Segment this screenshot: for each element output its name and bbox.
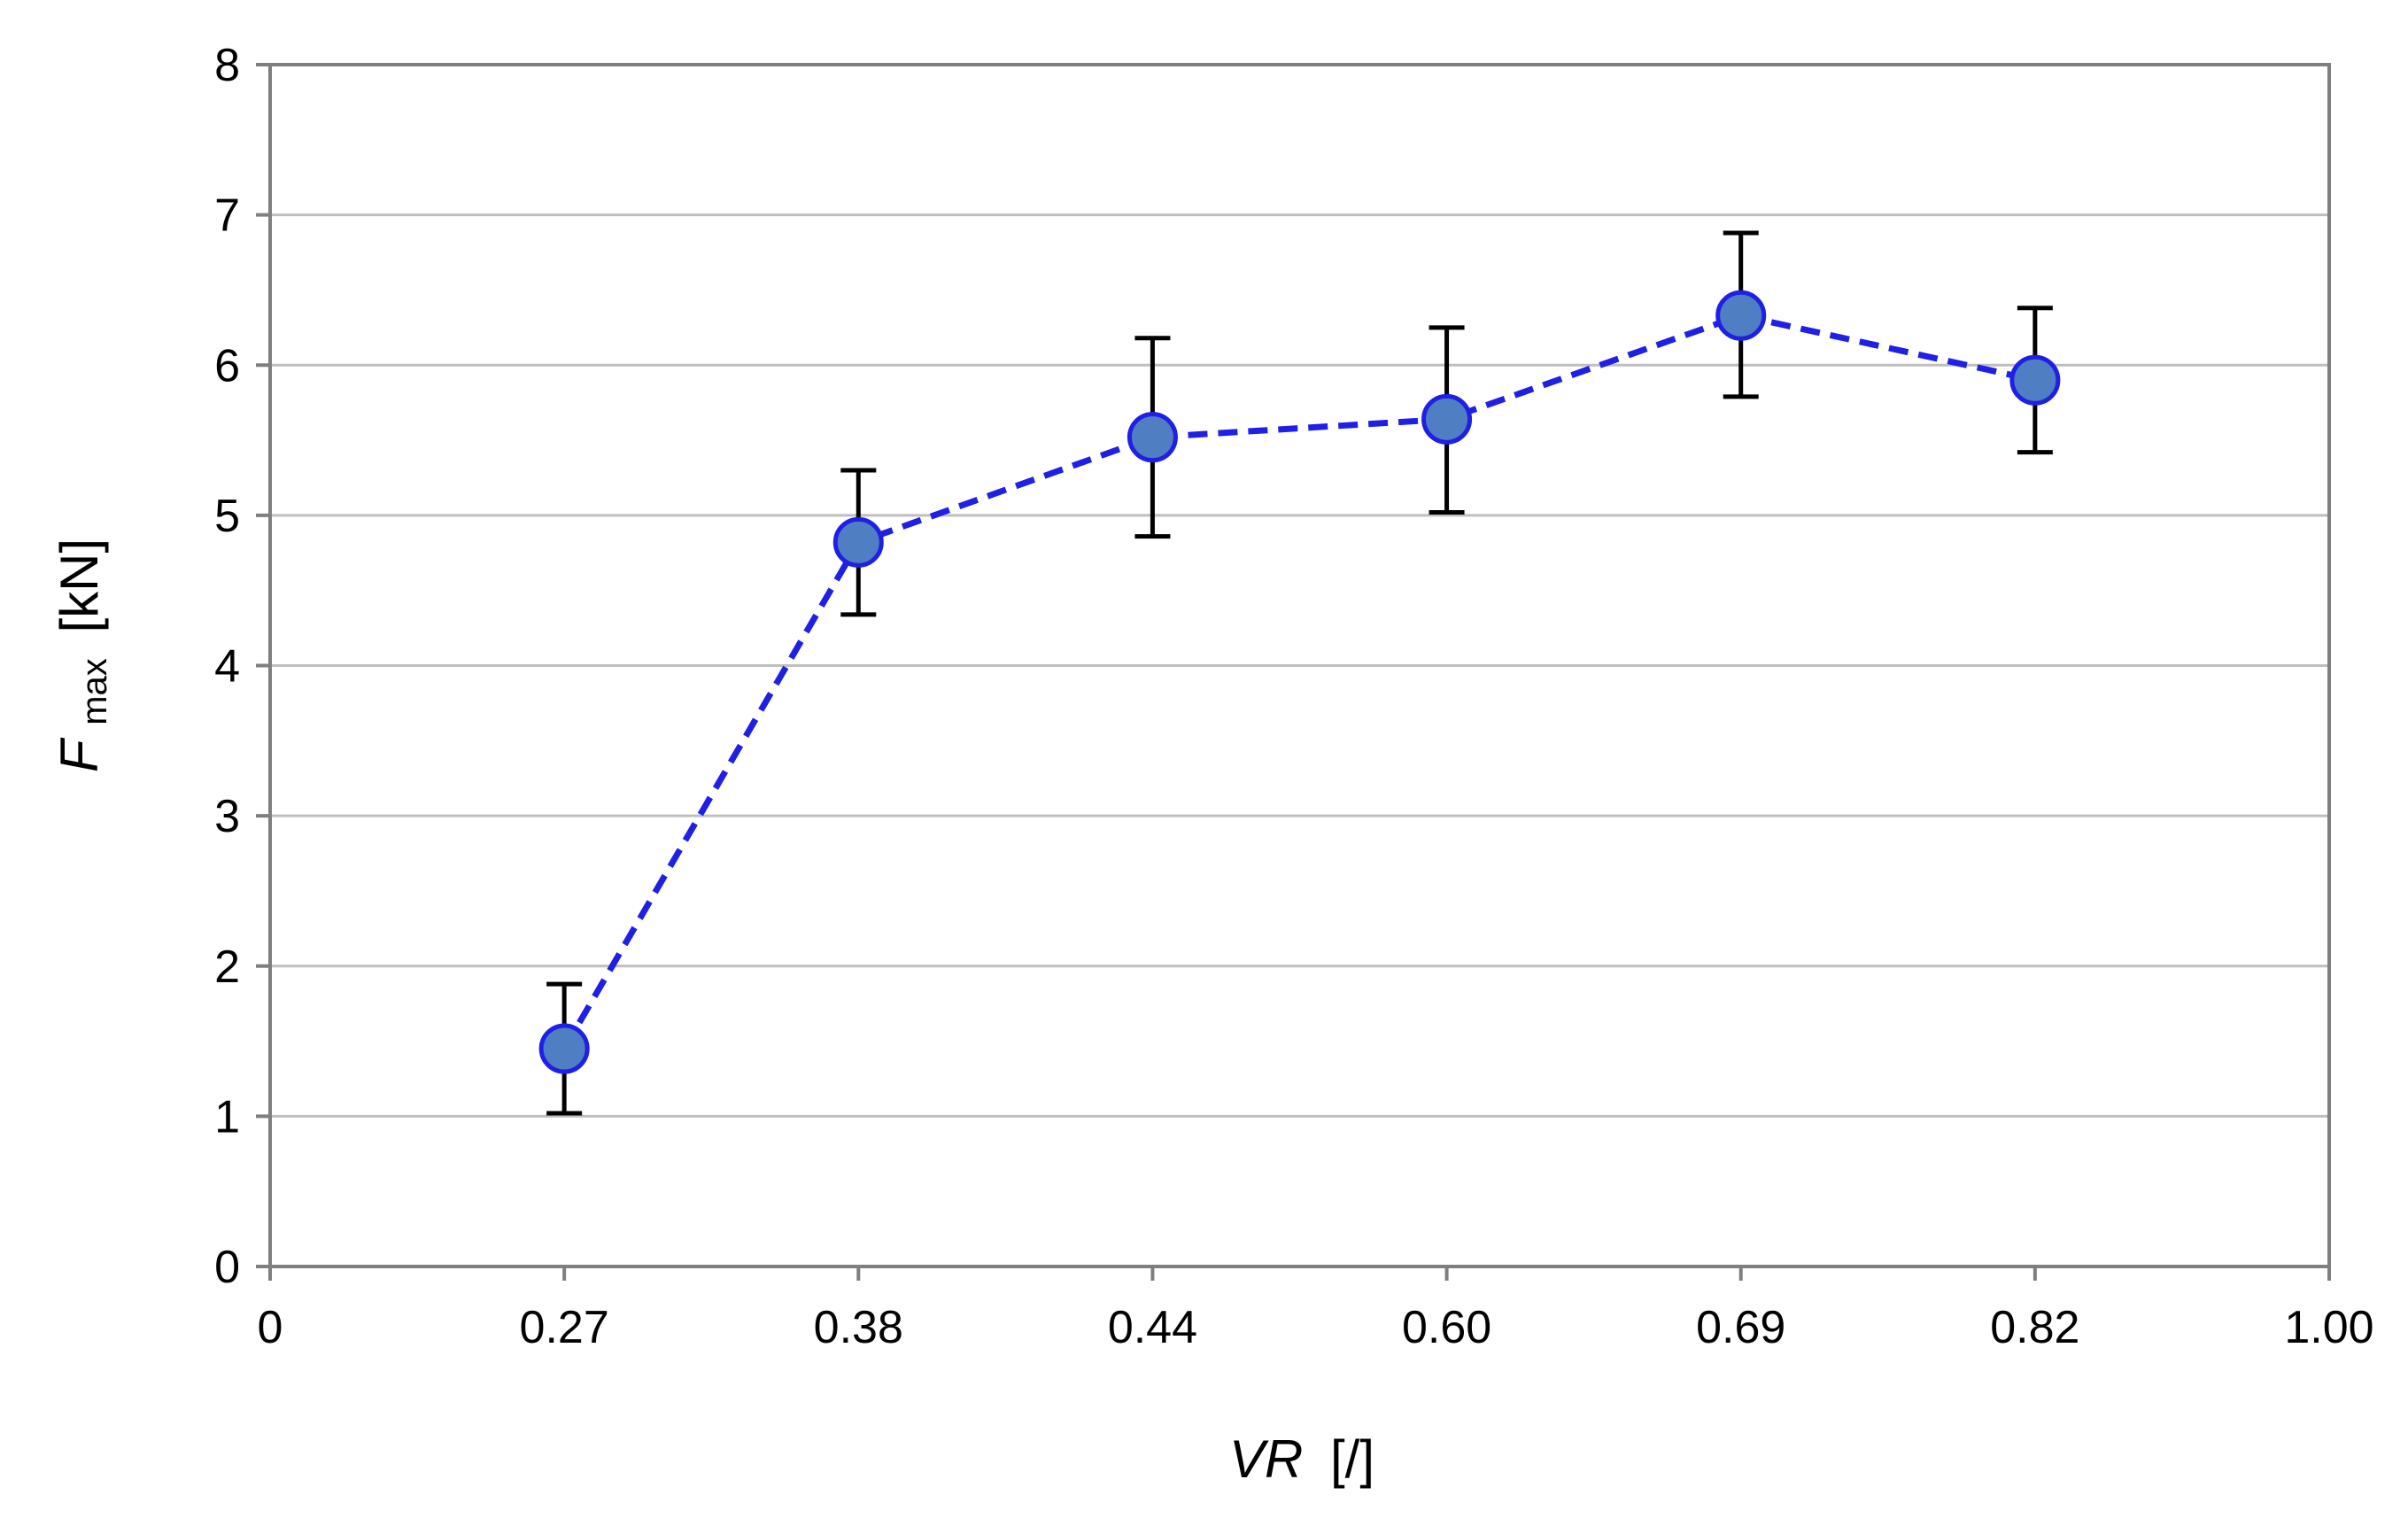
x-tick-label: 0.27 [520, 1302, 609, 1353]
x-tick-label: 0.44 [1108, 1302, 1197, 1353]
y-axis-ticks: 0 1 2 3 4 5 6 7 8 [214, 40, 270, 1293]
y-axis-title-sub: max [75, 658, 114, 725]
data-point [1127, 412, 1178, 463]
data-point [1421, 393, 1473, 445]
x-tick-label: 0.69 [1696, 1302, 1785, 1353]
y-axis-title-unit: [kN] [50, 538, 109, 633]
data-series [538, 230, 2061, 1116]
y-tick-label: 5 [214, 491, 240, 542]
y-tick-label: 4 [214, 641, 240, 693]
x-tick-label: 0.60 [1402, 1302, 1491, 1353]
x-axis-title-unit: [/] [1330, 1429, 1374, 1489]
y-tick-label: 0 [214, 1242, 240, 1293]
x-tick-label: 0.82 [1990, 1302, 2079, 1353]
x-tick-label: 0.38 [814, 1302, 903, 1353]
x-tick-label: 1.00 [2284, 1302, 2373, 1353]
data-point [1715, 290, 1767, 341]
data-point [832, 516, 884, 568]
x-axis-title: VR [/] [1229, 1429, 1374, 1489]
y-tick-label: 3 [214, 791, 240, 842]
y-tick-label: 8 [214, 40, 240, 91]
data-point [2009, 354, 2061, 406]
data-point [538, 1023, 590, 1074]
y-axis-title: F max [kN] [50, 538, 118, 772]
y-tick-label: 2 [214, 941, 240, 993]
y-tick-label: 7 [214, 190, 240, 242]
y-tick-label: 6 [214, 340, 240, 391]
y-axis-title-main: F [50, 737, 109, 772]
series-line [561, 312, 2036, 1050]
x-tick-label: 0 [258, 1302, 283, 1353]
gridlines [270, 213, 2329, 1118]
y-tick-label: 1 [214, 1091, 240, 1143]
x-axis-ticks: 0 0.27 0.38 0.44 0.60 0.69 0.82 1.00 [258, 1267, 2374, 1353]
x-axis-title-main: VR [1229, 1429, 1303, 1489]
